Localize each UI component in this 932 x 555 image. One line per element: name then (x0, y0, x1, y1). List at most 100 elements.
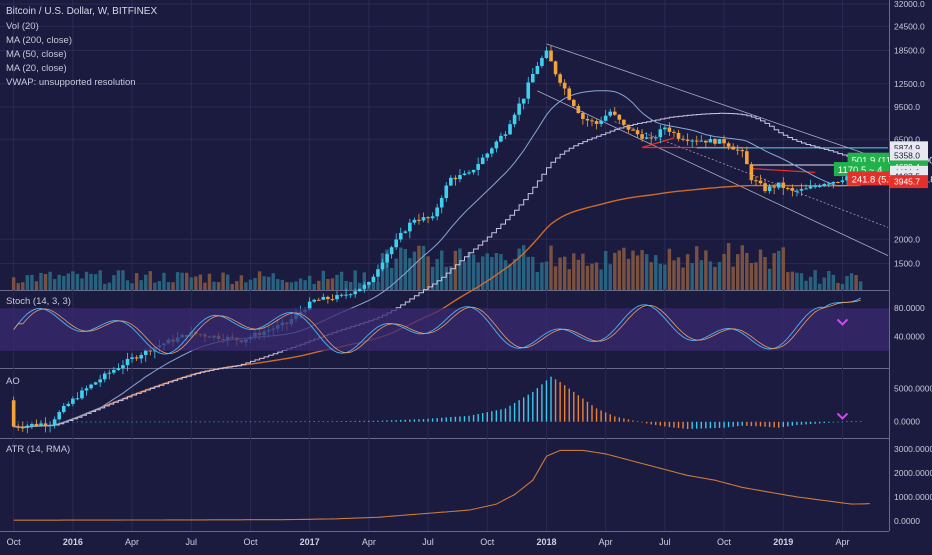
candle-body[interactable] (389, 247, 394, 255)
candle-body[interactable] (344, 294, 348, 296)
candle-body[interactable] (804, 188, 808, 190)
candle-body[interactable] (490, 148, 494, 154)
candle-body[interactable] (453, 177, 458, 180)
candle-body[interactable] (403, 231, 408, 233)
candle-body[interactable] (767, 186, 772, 192)
candle-body[interactable] (672, 131, 676, 133)
candle-body[interactable] (430, 216, 435, 219)
candle-body[interactable] (708, 139, 713, 143)
candle-body[interactable] (517, 103, 521, 115)
candle-body[interactable] (485, 153, 490, 158)
candle-body[interactable] (71, 398, 75, 404)
candle-body[interactable] (494, 141, 499, 149)
candle-body[interactable] (813, 186, 817, 188)
candle-body[interactable] (512, 114, 517, 125)
candle-body[interactable] (808, 186, 813, 189)
candle-body[interactable] (426, 217, 430, 219)
indicator-label-ma200[interactable]: MA (200, close) (6, 35, 72, 46)
candle-body[interactable] (467, 172, 471, 174)
candle-body[interactable] (125, 358, 130, 366)
candle-body[interactable] (499, 135, 503, 142)
candle-body[interactable] (626, 124, 631, 130)
candle-body[interactable] (134, 357, 139, 359)
candle-body[interactable] (795, 190, 799, 192)
candle-body[interactable] (540, 58, 544, 66)
candle-body[interactable] (30, 423, 34, 426)
candle-body[interactable] (412, 219, 417, 223)
indicator-label-ma20[interactable]: MA (20, close) (6, 63, 67, 74)
candle-body[interactable] (704, 140, 708, 143)
ao-title[interactable]: AO (6, 376, 20, 387)
indicator-label-ma50[interactable]: MA (50, close) (6, 49, 67, 60)
candle-body[interactable] (681, 138, 685, 140)
candle-body[interactable] (658, 129, 663, 138)
candle-body[interactable] (471, 169, 476, 173)
candle-body[interactable] (576, 105, 581, 114)
candle-body[interactable] (98, 379, 102, 383)
candle-body[interactable] (330, 299, 335, 301)
candle-body[interactable] (667, 127, 672, 132)
candle-body[interactable] (745, 151, 749, 165)
candle-body[interactable] (335, 295, 339, 300)
candle-body[interactable] (535, 65, 540, 74)
candle-body[interactable] (599, 120, 603, 124)
candle-body[interactable] (43, 423, 48, 426)
candle-body[interactable] (817, 186, 822, 188)
candle-body[interactable] (717, 139, 722, 144)
candle-body[interactable] (362, 284, 367, 289)
candle-body[interactable] (699, 140, 704, 142)
candle-body[interactable] (348, 294, 353, 296)
candle-body[interactable] (312, 299, 317, 302)
candle-body[interactable] (417, 219, 421, 221)
candle-body[interactable] (544, 50, 549, 59)
candle-body[interactable] (685, 139, 690, 141)
candle-body[interactable] (558, 74, 562, 83)
candle-body[interactable] (726, 143, 731, 147)
candle-body[interactable] (694, 140, 699, 142)
candle-body[interactable] (321, 296, 326, 300)
candle-body[interactable] (790, 188, 795, 191)
candle-body[interactable] (444, 185, 449, 199)
candle-body[interactable] (139, 355, 143, 359)
candle-body[interactable] (781, 182, 786, 189)
candle-body[interactable] (11, 400, 16, 427)
atr-title[interactable]: ATR (14, RMA) (6, 444, 70, 455)
candle-body[interactable] (394, 239, 398, 248)
candle-body[interactable] (581, 113, 585, 119)
candle-body[interactable] (116, 368, 121, 370)
atr-panel[interactable] (13, 449, 870, 521)
candle-body[interactable] (439, 198, 444, 208)
candle-body[interactable] (622, 119, 626, 125)
candle-body[interactable] (649, 137, 653, 139)
candle-body[interactable] (740, 150, 745, 152)
candle-body[interactable] (690, 140, 694, 142)
candle-body[interactable] (608, 111, 613, 116)
stoch-panel[interactable] (0, 297, 889, 355)
candle-body[interactable] (786, 188, 790, 190)
candle-body[interactable] (754, 180, 758, 182)
candle-body[interactable] (562, 82, 567, 89)
candle-body[interactable] (353, 291, 357, 295)
candle-body[interactable] (75, 398, 80, 400)
candle-body[interactable] (763, 183, 767, 192)
candle-body[interactable] (758, 180, 763, 184)
candle-body[interactable] (112, 369, 116, 373)
candle-body[interactable] (635, 130, 640, 135)
candle-body[interactable] (722, 139, 726, 144)
stoch-title[interactable]: Stoch (14, 3, 3) (6, 296, 71, 307)
candle-body[interactable] (845, 176, 849, 181)
candle-body[interactable] (357, 288, 362, 292)
candle-body[interactable] (143, 349, 148, 356)
candle-body[interactable] (34, 423, 39, 426)
candle-body[interactable] (631, 129, 635, 131)
candle-body[interactable] (121, 365, 125, 369)
candle-body[interactable] (640, 134, 644, 139)
candle-body[interactable] (612, 111, 617, 115)
candle-body[interactable] (367, 282, 371, 285)
candle-body[interactable] (462, 173, 467, 176)
candle-body[interactable] (503, 134, 508, 136)
candle-body[interactable] (339, 294, 344, 296)
candle-body[interactable] (130, 357, 134, 359)
candle-body[interactable] (449, 177, 453, 186)
candle-body[interactable] (663, 127, 667, 130)
